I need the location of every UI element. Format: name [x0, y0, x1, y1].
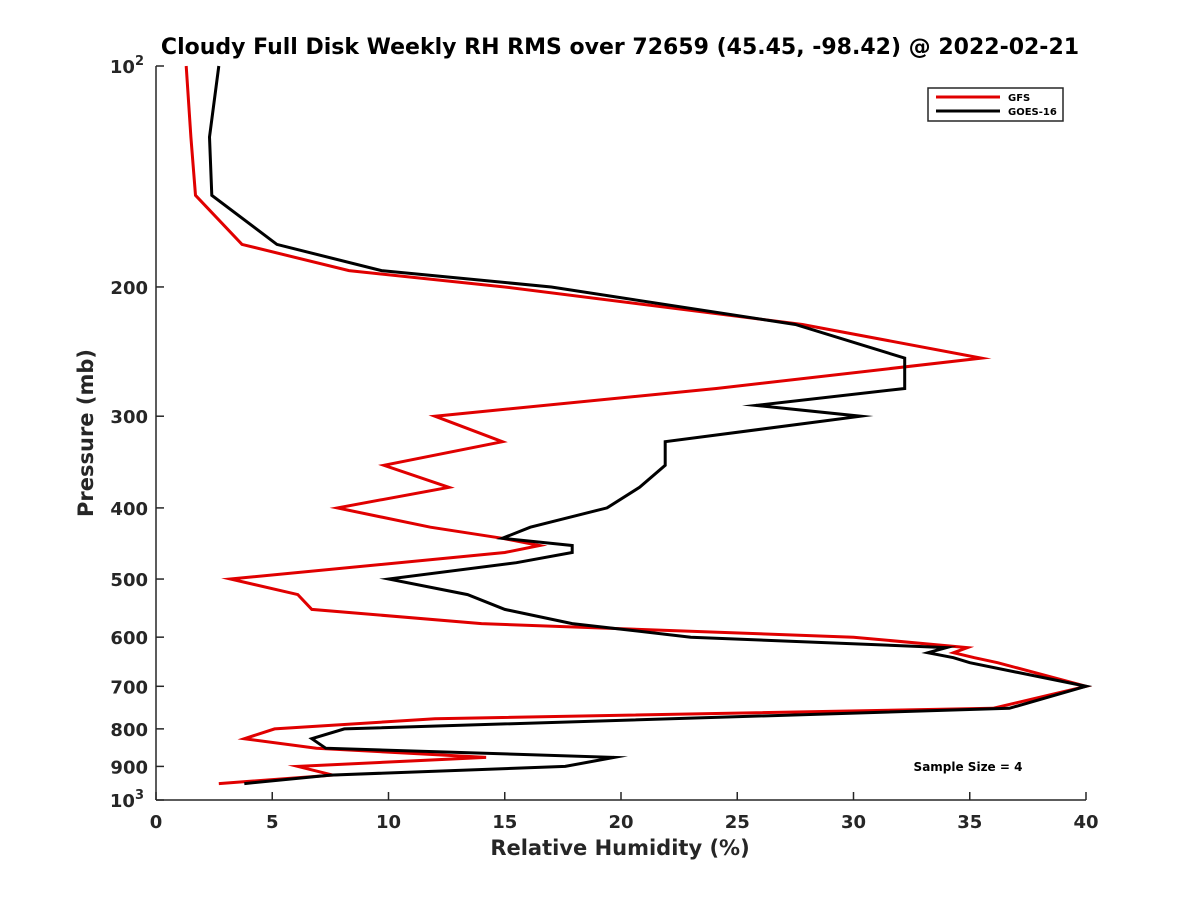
y-tick-label: 800: [110, 720, 148, 741]
y-tick-label: 600: [110, 628, 148, 649]
legend: GFS GOES-16: [927, 87, 1064, 122]
x-tick-label: 5: [266, 812, 279, 833]
x-tick-label: 10: [376, 812, 401, 833]
y-tick-label: 300: [110, 407, 148, 428]
y-tick-label: 500: [110, 570, 148, 591]
chart-title: Cloudy Full Disk Weekly RH RMS over 7265…: [161, 35, 1079, 60]
y-tick-label: 400: [110, 499, 148, 520]
series-layer: [184, 65, 1093, 786]
y-tick-label: 900: [110, 757, 148, 778]
x-tick-label: 15: [492, 812, 517, 833]
x-tick-label: 40: [1073, 812, 1098, 833]
sample-size-annotation: Sample Size = 4: [914, 760, 1023, 774]
x-tick-label: 30: [841, 812, 866, 833]
x-tick-label: 0: [150, 812, 163, 833]
legend-label: GFS: [1008, 93, 1030, 104]
legend-box: [927, 87, 1064, 122]
y-tick-label: 200: [110, 278, 148, 299]
legend-label: GOES-16: [1008, 107, 1057, 118]
y-tick-label: 700: [110, 677, 148, 698]
x-tick-label: 20: [608, 812, 633, 833]
series-line-gfs: [184, 65, 1093, 786]
y-axis-label: Pressure (mb): [74, 349, 98, 517]
x-tick-label: 25: [725, 812, 750, 833]
x-axis-label: Relative Humidity (%): [490, 836, 749, 860]
series-line-goes-16: [207, 65, 1093, 786]
x-axis-ticks: 0 5 10 15 20 25 30 35 40: [150, 792, 1099, 833]
x-tick-label: 35: [957, 812, 982, 833]
